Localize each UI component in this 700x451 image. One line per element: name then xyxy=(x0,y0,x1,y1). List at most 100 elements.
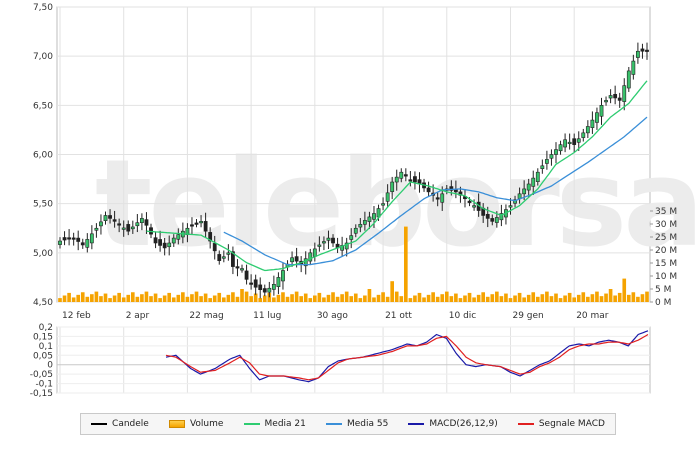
volume-bar xyxy=(390,281,394,302)
volume-bar xyxy=(62,295,67,302)
candle-body xyxy=(267,287,272,293)
volume-bar xyxy=(340,294,344,302)
legend-label-candele: Candele xyxy=(112,419,149,429)
volume-bar xyxy=(576,294,581,302)
candle-body xyxy=(472,205,476,208)
candle-body xyxy=(199,221,203,224)
volume-bar xyxy=(422,297,426,302)
candle-body xyxy=(171,237,176,244)
volume-bar xyxy=(581,292,586,302)
legend-item-segnale: Segnale MACD xyxy=(517,419,605,429)
volume-bar xyxy=(99,296,103,302)
volume-bar xyxy=(249,296,253,302)
candle-body xyxy=(631,60,636,75)
volume-bar xyxy=(67,292,71,302)
volume-bar xyxy=(176,294,181,302)
candle-body xyxy=(117,223,122,226)
macd-tick-label: 0,15 xyxy=(33,332,53,342)
volume-bar xyxy=(595,291,599,302)
legend-swatch-candele xyxy=(91,423,108,425)
volume-bar xyxy=(353,293,358,302)
volume-bar xyxy=(586,296,590,302)
volume-bar xyxy=(463,295,467,302)
volume-bar xyxy=(285,296,290,302)
candle-body xyxy=(121,227,126,230)
volume-bar xyxy=(153,293,158,302)
legend-swatch-media55 xyxy=(325,423,342,425)
candle-body xyxy=(235,266,240,269)
candle-body xyxy=(558,144,563,152)
volume-tick-label: 15 M xyxy=(655,259,677,269)
volume-bar xyxy=(490,294,495,302)
volume-bar xyxy=(549,296,554,302)
candle-body xyxy=(599,105,604,117)
candle-body xyxy=(71,237,76,240)
candle-body xyxy=(349,235,354,240)
volume-bar xyxy=(472,297,476,302)
volume-bar xyxy=(517,292,522,302)
candle-body xyxy=(608,95,613,99)
volume-bar xyxy=(299,296,303,302)
volume-bar xyxy=(85,296,90,302)
volume-bar xyxy=(631,292,636,302)
volume-bar xyxy=(117,292,121,302)
volume-bar xyxy=(108,298,112,302)
legend-item-macd: MACD(26,12,9) xyxy=(408,419,498,429)
candle-body xyxy=(281,270,285,282)
volume-bar xyxy=(80,292,85,302)
candle-body xyxy=(85,239,90,248)
macd-tick-label: -0,05 xyxy=(30,370,53,380)
candle-body xyxy=(340,245,345,251)
candle-body xyxy=(358,224,363,228)
volume-bar xyxy=(121,297,126,302)
volume-bar xyxy=(221,297,226,302)
candle-body xyxy=(303,258,308,267)
volume-bar xyxy=(504,293,508,302)
candle-body xyxy=(513,199,517,204)
volume-bar xyxy=(194,291,199,302)
volume-bar xyxy=(563,295,567,302)
candle-body xyxy=(240,268,244,271)
legend-label-media55: Media 55 xyxy=(346,419,389,429)
candle-body xyxy=(99,221,103,227)
candle-body xyxy=(135,222,140,227)
candle-body xyxy=(221,256,226,259)
candle-body xyxy=(390,181,395,192)
volume-bar xyxy=(444,291,449,302)
macd-tick-label: 0 xyxy=(47,361,53,371)
macd-tick-label: 0,1 xyxy=(39,342,53,352)
volume-bar xyxy=(171,297,176,302)
media-21-line xyxy=(146,80,648,272)
volume-bar xyxy=(130,292,135,302)
candle-body xyxy=(62,237,67,241)
candle-body xyxy=(549,154,554,159)
volume-bar xyxy=(394,291,399,302)
macd-tick-label: 0,05 xyxy=(33,351,53,361)
candle-body xyxy=(645,49,649,52)
volume-bar xyxy=(408,298,413,302)
candle-body xyxy=(449,186,454,191)
candle-body xyxy=(326,237,331,241)
volume-bar xyxy=(404,226,408,302)
volume-bar xyxy=(58,298,62,302)
candle-body xyxy=(208,232,213,242)
volume-bar xyxy=(94,291,99,302)
volume-bar xyxy=(372,297,376,302)
candle-body xyxy=(508,205,513,208)
candle-body xyxy=(535,171,540,182)
volume-bar xyxy=(558,298,563,302)
candle-body xyxy=(226,252,231,255)
volume-bar xyxy=(317,292,322,302)
date-tick-label: 2 apr xyxy=(126,311,150,321)
volume-bar xyxy=(276,294,281,302)
volume-bar xyxy=(303,293,308,302)
volume-bar xyxy=(272,297,276,302)
candle-body xyxy=(362,220,367,225)
volume-tick-label: 35 M xyxy=(655,207,677,217)
candle-body xyxy=(385,192,390,202)
legend-item-media55: Media 55 xyxy=(325,419,389,429)
candle-body xyxy=(244,270,249,280)
candle-body xyxy=(158,239,163,246)
volume-bar xyxy=(485,296,490,302)
